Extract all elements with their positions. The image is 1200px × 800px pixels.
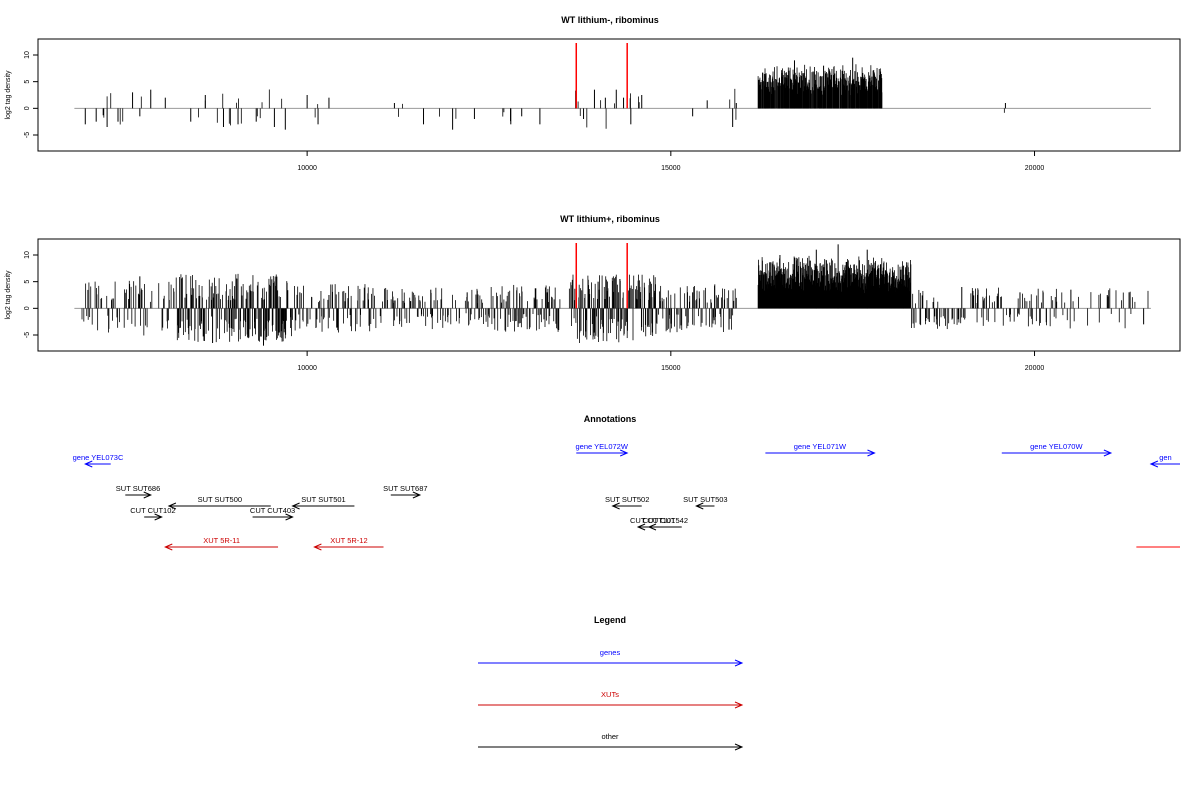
- panel-title: WT lithium+, ribominus: [560, 214, 660, 224]
- annotation-feature[interactable]: XUT 5R-11: [164, 536, 279, 551]
- arrow-left-icon: [695, 502, 704, 510]
- arrow-right-icon: [285, 513, 294, 521]
- annotation-feature[interactable]: CUT CUT102: [130, 506, 176, 521]
- arrow-left-icon: [84, 460, 93, 468]
- annotation-feature[interactable]: SUT SUT502: [605, 495, 649, 510]
- density-bars: [74, 43, 1151, 130]
- axes: 10000 15000 20000 -5 0 5 10: [24, 51, 1044, 172]
- feature-label: SUT SUT500: [198, 495, 242, 504]
- feature-label: SUT SUT687: [383, 484, 427, 493]
- track-panel-lithium-minus: WT lithium-, ribominus log2 tag density …: [5, 15, 1181, 172]
- feature-label: CUT CUT102: [130, 506, 175, 515]
- x-tick-label: 20000: [1025, 365, 1045, 372]
- arrow-left-icon: [636, 523, 646, 531]
- arrow-left-icon: [313, 543, 322, 551]
- arrow-right-icon: [143, 491, 153, 499]
- feature-label: SUT SUT501: [301, 495, 345, 504]
- legend-entry: genes: [478, 648, 744, 667]
- arrow-left-icon: [167, 502, 177, 510]
- feature-label: XUT 5R-12: [330, 536, 367, 545]
- annotation-feature[interactable]: SUT SUT687: [383, 484, 428, 499]
- legend: Legend genes XUTs other: [478, 615, 744, 751]
- legend-entries: genes XUTs other: [478, 648, 744, 751]
- y-tick-label: 5: [24, 280, 31, 284]
- arrow-left-icon: [1149, 460, 1159, 468]
- feature-label: gene YEL073C: [73, 453, 124, 462]
- arrow-right-icon: [734, 701, 744, 709]
- x-tick-label: 10000: [297, 365, 317, 372]
- annotation-feature[interactable]: gene YEL072W: [576, 442, 629, 457]
- feature-label: CUT CUT542: [643, 516, 688, 525]
- arrow-right-icon: [734, 743, 744, 751]
- y-axis-label: log2 tag density: [5, 70, 12, 120]
- annotation-feature[interactable]: gene YEL073C: [73, 453, 124, 468]
- x-tick-label: 20000: [1025, 165, 1045, 172]
- annotation-feature[interactable]: CUT CUT542: [643, 516, 688, 531]
- annotation-feature[interactable]: gene YEL071W: [765, 442, 876, 457]
- annotation-feature[interactable]: gen: [1149, 453, 1180, 468]
- feature-label: CUT CUT403: [250, 506, 295, 515]
- y-tick-label: -5: [24, 332, 31, 338]
- arrow-right-icon: [867, 449, 876, 457]
- x-tick-label: 10000: [297, 165, 317, 172]
- feature-label: gene YEL070W: [1030, 442, 1083, 451]
- legend-label: other: [601, 732, 619, 741]
- y-tick-label: -5: [24, 132, 31, 138]
- x-tick-label: 15000: [661, 365, 681, 372]
- legend-entry: other: [478, 732, 744, 751]
- density-bars: [74, 243, 1151, 346]
- annotation-feature[interactable]: CUT CUT403: [250, 506, 295, 521]
- y-axis-label: log2 tag density: [5, 270, 12, 320]
- feature-label: gen: [1159, 453, 1172, 462]
- annotations-title: Annotations: [584, 414, 637, 424]
- arrow-right-icon: [154, 513, 163, 521]
- panel-title: WT lithium-, ribominus: [561, 15, 659, 25]
- feature-label: CUT CUT101: [630, 516, 675, 525]
- annotation-feature[interactable]: SUT SUT503: [683, 495, 728, 510]
- axes: 10000 15000 20000 -5 0 5 10: [24, 251, 1044, 372]
- y-tick-label: 10: [24, 251, 31, 259]
- feature-label: SUT SUT503: [683, 495, 727, 504]
- arrow-right-icon: [1103, 449, 1113, 457]
- feature-label: XUT 5R-11: [203, 536, 240, 545]
- annotation-feature[interactable]: XUT 5R-12: [313, 536, 384, 551]
- annotation-feature[interactable]: gene YEL070W: [1001, 442, 1113, 457]
- annotation-feature[interactable]: SUT SUT501: [291, 495, 355, 510]
- arrow-left-icon: [647, 523, 657, 531]
- arrow-right-icon: [734, 659, 744, 667]
- arrow-left-icon: [611, 502, 620, 510]
- annotation-feature[interactable]: SUT SUT500: [167, 495, 271, 510]
- y-tick-label: 0: [24, 106, 31, 110]
- plot-frame: [37, 238, 1181, 352]
- legend-label: genes: [600, 648, 621, 657]
- legend-title: Legend: [594, 615, 626, 625]
- x-tick-label: 15000: [661, 165, 681, 172]
- plot-frame: [37, 38, 1181, 152]
- feature-label: gene YEL071W: [794, 442, 847, 451]
- y-tick-label: 5: [24, 80, 31, 84]
- annotation-features: gene YEL073C gene YEL072W gene YEL071W gene…: [73, 442, 1180, 551]
- track-panel-lithium-plus: WT lithium+, ribominus log2 tag density …: [5, 214, 1181, 372]
- feature-label: SUT SUT502: [605, 495, 649, 504]
- legend-label: XUTs: [601, 690, 619, 699]
- annotation-feature[interactable]: SUT SUT686: [116, 484, 160, 499]
- legend-entry: XUTs: [478, 690, 744, 709]
- y-tick-label: 0: [24, 306, 31, 310]
- feature-label: gene YEL072W: [576, 442, 629, 451]
- arrow-left-icon: [291, 502, 300, 510]
- arrow-right-icon: [619, 449, 629, 457]
- y-tick-label: 10: [24, 51, 31, 59]
- arrow-left-icon: [164, 543, 173, 551]
- feature-label: SUT SUT686: [116, 484, 160, 493]
- arrow-right-icon: [412, 491, 422, 499]
